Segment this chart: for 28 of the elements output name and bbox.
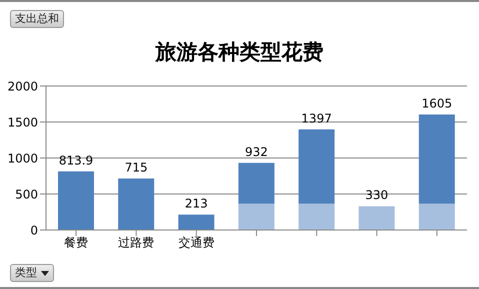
- y-tick-label: 1500: [7, 115, 38, 130]
- bar: [418, 204, 455, 230]
- x-tick-label: 过路费: [118, 236, 154, 250]
- bar: [58, 171, 94, 230]
- field-button: 类型: [10, 264, 54, 282]
- x-tick-label: 餐费: [64, 236, 88, 250]
- bar: [118, 178, 154, 230]
- y-tick-label: 1000: [7, 151, 38, 166]
- y-tick-label: 2000: [7, 79, 38, 94]
- bar: [298, 129, 335, 204]
- total-label: 1397: [301, 111, 332, 126]
- bar: [238, 204, 274, 230]
- field-button: 支出总和: [10, 10, 64, 28]
- total-label: 715: [124, 160, 148, 175]
- chart-title: 旅游各种类型花费: [154, 38, 324, 66]
- bar: [418, 114, 455, 204]
- bar: [358, 206, 395, 230]
- total-label: 813.9: [58, 153, 94, 168]
- bar: [238, 162, 274, 204]
- total-label: 932: [244, 144, 268, 159]
- total-label: 1605: [422, 96, 452, 110]
- x-tick-label: 交通费: [178, 236, 214, 250]
- y-tick-label: 0: [30, 223, 38, 238]
- bar: [298, 204, 335, 230]
- total-label: 213: [184, 196, 208, 211]
- bar: [178, 214, 214, 230]
- y-tick-label: 500: [15, 187, 38, 202]
- total-label: 330: [365, 188, 388, 202]
